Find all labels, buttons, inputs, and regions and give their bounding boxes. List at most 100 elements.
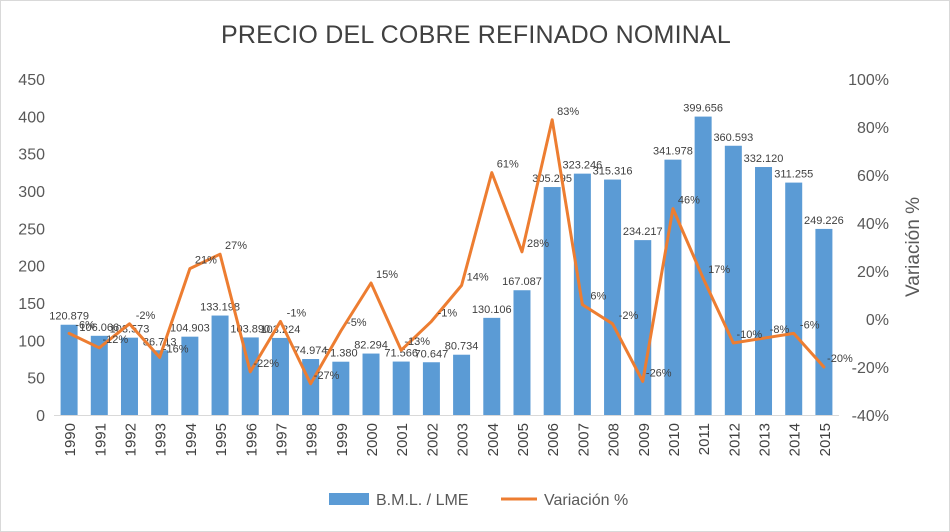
bar-data-label: 74.974 bbox=[294, 345, 328, 357]
line-data-label: -12% bbox=[102, 334, 128, 346]
x-tick-label: 1995 bbox=[213, 423, 230, 456]
variation-line bbox=[67, 118, 826, 386]
line-data-label: -5% bbox=[347, 317, 367, 329]
legend-bar-label: B.M.L. / LME bbox=[376, 492, 468, 509]
x-tick-label: 2012 bbox=[726, 423, 743, 456]
y2-tick-label: 40% bbox=[857, 216, 889, 233]
x-tick-label: 2001 bbox=[394, 423, 411, 456]
line-data-label: -6% bbox=[800, 319, 820, 331]
line-data-label: -2% bbox=[619, 310, 639, 322]
line-data-label: -26% bbox=[646, 367, 672, 379]
bar bbox=[422, 362, 440, 415]
line-data-label: 46% bbox=[678, 195, 700, 207]
line-data-label: 27% bbox=[225, 240, 247, 252]
bar-data-label: 82.294 bbox=[354, 340, 388, 352]
bar-data-label: 360.593 bbox=[713, 132, 753, 144]
bar bbox=[302, 359, 320, 415]
bar bbox=[755, 167, 773, 415]
bar-data-label: 311.255 bbox=[774, 169, 813, 181]
bar bbox=[573, 173, 591, 415]
x-tick-label: 2007 bbox=[575, 423, 592, 456]
bar-data-label: 234.217 bbox=[623, 226, 663, 238]
y-tick-label: 400 bbox=[18, 109, 45, 126]
bar-data-label: 341.978 bbox=[653, 146, 693, 158]
bar-data-label: 70.647 bbox=[415, 348, 449, 360]
legend-line-label: Variación % bbox=[544, 492, 628, 509]
bar-data-label: 80.734 bbox=[445, 341, 479, 353]
bar-data-label: 249.226 bbox=[804, 215, 844, 227]
x-tick-label: 1992 bbox=[122, 423, 139, 456]
bar bbox=[483, 317, 501, 415]
bar bbox=[90, 335, 108, 415]
bar bbox=[120, 337, 138, 415]
y-tick-label: 450 bbox=[18, 72, 45, 89]
line-data-label: 83% bbox=[557, 106, 579, 118]
bar-data-label: 71.566 bbox=[384, 348, 418, 360]
y-tick-label: 0 bbox=[36, 408, 45, 425]
bar bbox=[785, 182, 803, 415]
line-data-label: 15% bbox=[376, 269, 398, 281]
bar bbox=[151, 350, 169, 415]
y-tick-label: 150 bbox=[18, 296, 45, 313]
y2-tick-label: -20% bbox=[852, 360, 889, 377]
bar bbox=[332, 361, 350, 415]
x-tick-label: 1999 bbox=[334, 423, 351, 456]
line-data-label: 61% bbox=[497, 159, 519, 171]
x-tick-label: 1991 bbox=[92, 423, 109, 456]
bar bbox=[724, 145, 742, 415]
line-data-label: -6% bbox=[75, 319, 95, 331]
bar-data-label: 315.316 bbox=[593, 166, 633, 178]
bar-data-label: 71.380 bbox=[324, 348, 358, 360]
line-data-label: -13% bbox=[404, 336, 430, 348]
line-data-label: -22% bbox=[253, 358, 279, 370]
bar bbox=[271, 337, 289, 415]
bar bbox=[815, 228, 833, 415]
x-tick-label: 1996 bbox=[243, 423, 260, 456]
x-tick-label: 2011 bbox=[696, 423, 713, 455]
line-data-label: -2% bbox=[136, 310, 156, 322]
bar-data-label: 133.198 bbox=[200, 302, 240, 314]
y2-tick-label: 80% bbox=[857, 120, 889, 137]
x-tick-label: 1993 bbox=[153, 423, 170, 456]
x-tick-label: 2014 bbox=[787, 423, 804, 456]
bar-data-label: 167.087 bbox=[502, 276, 542, 288]
line-data-label: 28% bbox=[527, 238, 549, 250]
x-tick-label: 2000 bbox=[364, 423, 381, 456]
bar bbox=[392, 361, 410, 415]
legend-bar-swatch bbox=[329, 493, 369, 505]
line-data-label: -1% bbox=[287, 307, 307, 319]
y2-tick-label: 100% bbox=[848, 72, 889, 89]
line-data-label: -27% bbox=[314, 370, 340, 382]
x-tick-label: 2010 bbox=[666, 423, 683, 456]
bar bbox=[664, 159, 682, 415]
line-data-label: -8% bbox=[770, 324, 790, 336]
y-tick-label: 350 bbox=[18, 147, 45, 164]
y2-tick-label: 20% bbox=[857, 264, 889, 281]
line-data-label: 17% bbox=[708, 264, 730, 276]
line-data-label: 6% bbox=[590, 291, 606, 303]
bar-data-label: 399.656 bbox=[683, 103, 723, 115]
y-tick-label: 300 bbox=[18, 184, 45, 201]
y-tick-label: 200 bbox=[18, 259, 45, 276]
x-tick-label: 1998 bbox=[304, 423, 321, 456]
bar bbox=[694, 116, 712, 416]
x-tick-label: 1994 bbox=[183, 423, 200, 456]
y2-tick-label: 0% bbox=[866, 312, 889, 329]
bar bbox=[60, 324, 78, 415]
x-tick-label: 1997 bbox=[273, 423, 290, 456]
line-data-label: -20% bbox=[827, 353, 853, 365]
bar-data-label: 120.879 bbox=[49, 311, 89, 323]
line-data-label: -10% bbox=[736, 329, 762, 341]
bar-data-label: 103.224 bbox=[261, 324, 301, 336]
chart-title: PRECIO DEL COBRE REFINADO NOMINAL bbox=[221, 21, 731, 49]
bar bbox=[362, 353, 380, 415]
bar bbox=[513, 290, 531, 415]
y2-axis-title: Variación % bbox=[903, 197, 924, 297]
x-tick-label: 2003 bbox=[455, 423, 472, 456]
bar-data-label: 104.903 bbox=[170, 323, 210, 335]
bar bbox=[181, 336, 199, 415]
bar bbox=[211, 315, 229, 415]
y-tick-label: 250 bbox=[18, 221, 45, 238]
